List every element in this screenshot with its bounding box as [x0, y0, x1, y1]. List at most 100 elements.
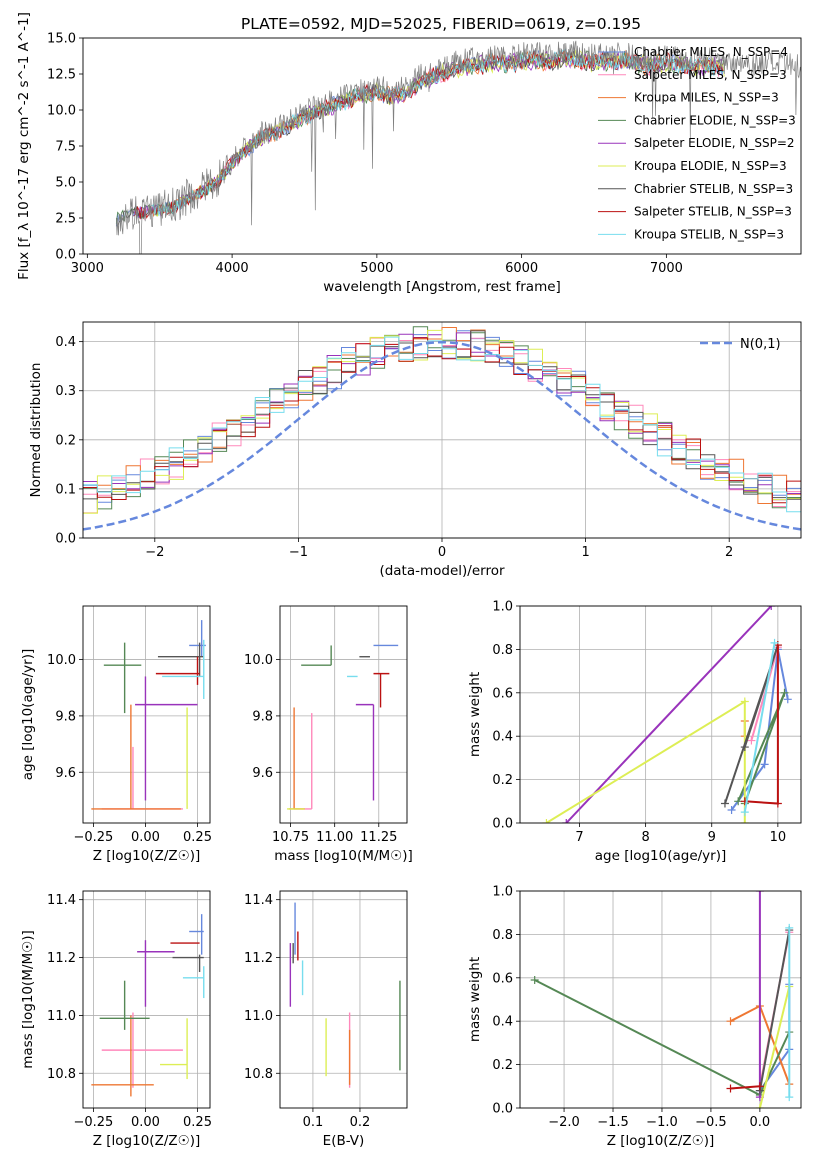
spectrum-legend: Chabrier MILES, N_SSP=4 Salpeter MILES, N… [598, 45, 796, 241]
data-point [137, 940, 175, 1007]
data-point [91, 704, 181, 810]
tick-label-y: 10.0 [244, 653, 273, 668]
tick-label-x: −0.25 [73, 1115, 113, 1130]
data-point [182, 966, 205, 999]
data-point [135, 676, 198, 801]
tick-label-y: 10.0 [47, 104, 76, 119]
tick-label-x: 1 [581, 545, 589, 560]
tick-label-x: −2 [145, 545, 164, 560]
model-spectrum-line [150, 49, 725, 217]
age-vs-Z-frame [82, 605, 211, 824]
weight-marker [542, 819, 551, 823]
weight-line [758, 986, 791, 1108]
axis-label-y: age [log10(age/yr)] [20, 649, 36, 781]
data-point [99, 980, 150, 1030]
tick-label-y: 1.0 [492, 600, 513, 615]
tick-label-y: 0.1 [55, 482, 76, 497]
tick-label-y: 0.8 [492, 928, 513, 943]
tick-label-y: 11.4 [47, 893, 76, 908]
tick-label-y: 5.0 [55, 176, 76, 191]
axis-label-y: mass [log10(M/M☉)] [20, 930, 36, 1069]
weight-marker [755, 1082, 764, 1091]
tick-label-y: 0.0 [492, 1102, 513, 1117]
weight-marker [755, 891, 764, 895]
weight-marker [747, 736, 756, 745]
axis-label-y: Flux [f_λ 10^-17 erg cm^-2 s^-1 A^-1] [16, 12, 32, 280]
tick-label-x: −0.5 [695, 1115, 727, 1130]
mass-vs-Z-points [91, 914, 205, 1097]
spectrum-axes: 3000 4000 5000 6000 7000 0.0 2.5 5.0 7.5 10.0 12.5… [16, 12, 683, 295]
tick-label-y: 0.2 [55, 433, 76, 448]
age-vs-Z-points [91, 620, 206, 810]
tick-label-y: 9.6 [55, 766, 76, 781]
tick-label-y: 11.4 [244, 893, 273, 908]
tick-label-x: 10.75 [272, 830, 309, 845]
age-vs-Z-axes: −0.25 0.00 0.25 9.6 9.8 10.0 Z [log10(Z/Z☉)] ag… [20, 606, 212, 864]
tick-label-y: 1.0 [492, 885, 513, 900]
axis-label-y: mass weight [467, 957, 483, 1042]
tick-label-y: 9.6 [252, 766, 273, 781]
legend-label: N(0,1) [740, 337, 781, 352]
tick-label-y: 15.0 [47, 32, 76, 47]
tick-label-y: 0.8 [492, 643, 513, 658]
tick-label-x: 7000 [650, 261, 683, 276]
tick-label-y: 0.0 [492, 817, 513, 832]
weight-marker [740, 743, 749, 752]
tick-label-y: 0.0 [55, 248, 76, 263]
data-point [155, 656, 200, 685]
tick-label-x: 0.25 [183, 830, 212, 845]
tick-label-y: 11.0 [47, 1009, 76, 1024]
age-vs-mass-frame [279, 605, 408, 824]
age-vs-mass-axes: 10.75 11.00 11.25 9.6 9.8 10.0 mass [log10(M/M… [244, 606, 413, 864]
axis-label-x: mass [log10(M/M☉)] [274, 848, 413, 864]
tick-label-y: 10.0 [47, 653, 76, 668]
residuals-frame [82, 321, 802, 539]
tick-label-x: 3000 [71, 261, 104, 276]
residuals-legend: N(0,1) [700, 337, 781, 352]
weight-vs-Z-frame [519, 890, 802, 1109]
gaussian-curve [83, 340, 801, 531]
tick-label-x: 10 [770, 830, 787, 845]
tick-label-y: 7.5 [55, 140, 76, 155]
tick-label-y: 2.5 [55, 212, 76, 227]
tick-label-x: 0.00 [131, 830, 160, 845]
weight-marker [755, 1104, 764, 1108]
mass-vs-EBV-axes: 0.1 0.2 10.8 11.0 11.2 11.4 E(B-V) [244, 891, 407, 1149]
weight-line [565, 606, 772, 823]
tick-label-x: 0 [438, 545, 446, 560]
weight-marker [760, 760, 769, 769]
tick-label-x: −1.0 [646, 1115, 678, 1130]
legend-label: Kroupa ELODIE, N_SSP=3 [634, 159, 787, 173]
tick-label-y: 0.6 [492, 686, 513, 701]
tick-label-y: 0.2 [492, 1058, 513, 1073]
axis-label-y: Normed distribution [28, 363, 44, 498]
weight-marker [785, 1093, 794, 1102]
legend-label: Salpeter STELIB, N_SSP=3 [634, 205, 792, 219]
axis-label-x: age [log10(age/yr)] [595, 848, 727, 864]
data-point [301, 645, 332, 666]
tick-label-x: 0.00 [131, 1115, 160, 1130]
tick-label-x: 8 [641, 830, 649, 845]
weight-marker [562, 819, 571, 823]
tick-label-y: 11.0 [244, 1009, 273, 1024]
tick-label-x: 6000 [505, 261, 538, 276]
data-point [160, 1018, 188, 1080]
residual-histograms [83, 326, 801, 531]
weight-marker [783, 695, 792, 704]
legend-label: Chabrier MILES, N_SSP=4 [634, 45, 788, 59]
axis-label-y: mass weight [467, 672, 483, 757]
data-point [355, 703, 375, 801]
weight-marker [770, 638, 779, 647]
weight-marker [530, 975, 539, 984]
tick-label-y: 0.6 [492, 971, 513, 986]
mass-vs-EBV-frame [279, 890, 408, 1109]
tick-label-x: 11.00 [316, 830, 353, 845]
weight-line [730, 1085, 760, 1090]
legend-label: Chabrier STELIB, N_SSP=3 [634, 182, 793, 196]
tick-label-x: 0.0 [750, 1115, 771, 1130]
data-point [91, 1015, 154, 1097]
tick-label-x: −1.5 [597, 1115, 629, 1130]
tick-label-x: 0.1 [303, 1115, 324, 1130]
tick-label-y: 0.4 [55, 335, 76, 350]
tick-label-x: −2.0 [548, 1115, 580, 1130]
